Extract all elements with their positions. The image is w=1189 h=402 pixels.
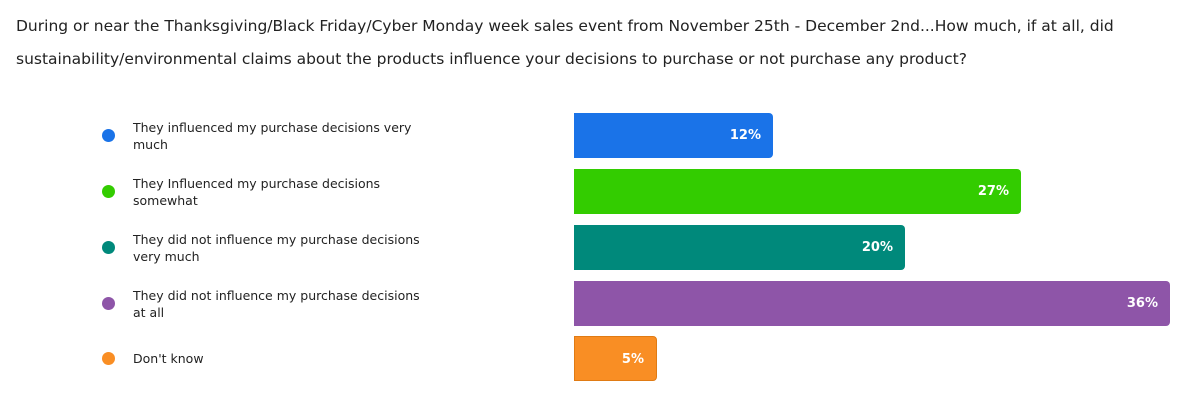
- legend-label-not-very-much: They did not influence my purchase decis…: [133, 231, 420, 264]
- legend-marker-not-at-all: [102, 297, 115, 310]
- bar-value-label-not-at-all: 36%: [1126, 296, 1158, 311]
- legend-marker-dont-know: [102, 352, 115, 365]
- bar-very-much: 12%: [574, 113, 773, 158]
- chart-title: During or near the Thanksgiving/Black Fr…: [16, 17, 1114, 68]
- bar-somewhat: 27%: [574, 169, 1021, 214]
- chart-row-dont-know: Don't know 5%: [0, 336, 1189, 381]
- legend-label-not-at-all: They did not influence my purchase decis…: [133, 287, 420, 320]
- legend-label-dont-know: Don't know: [133, 351, 204, 366]
- bar-value-label-dont-know: 5%: [621, 352, 644, 367]
- chart-row-very-much: They influenced my purchase decisions ve…: [0, 113, 1189, 158]
- chart-row-not-at-all: They did not influence my purchase decis…: [0, 281, 1189, 326]
- chart-row-somewhat: They Influenced my purchase decisions so…: [0, 169, 1189, 214]
- legend-label-somewhat: They Influenced my purchase decisions so…: [133, 175, 381, 208]
- legend-marker-very-much: [102, 129, 115, 142]
- chart-row-not-very-much: They did not influence my purchase decis…: [0, 225, 1189, 270]
- bar-not-at-all: 36%: [574, 281, 1170, 326]
- bar-not-very-much: 20%: [574, 225, 905, 270]
- bar-dont-know: 5%: [574, 336, 657, 381]
- bar-value-label-very-much: 12%: [729, 128, 761, 143]
- bar-value-label-somewhat: 27%: [977, 184, 1009, 199]
- legend-label-very-much: They influenced my purchase decisions ve…: [133, 119, 412, 152]
- legend-marker-somewhat: [102, 185, 115, 198]
- legend-marker-not-very-much: [102, 241, 115, 254]
- bar-value-label-not-very-much: 20%: [861, 240, 893, 255]
